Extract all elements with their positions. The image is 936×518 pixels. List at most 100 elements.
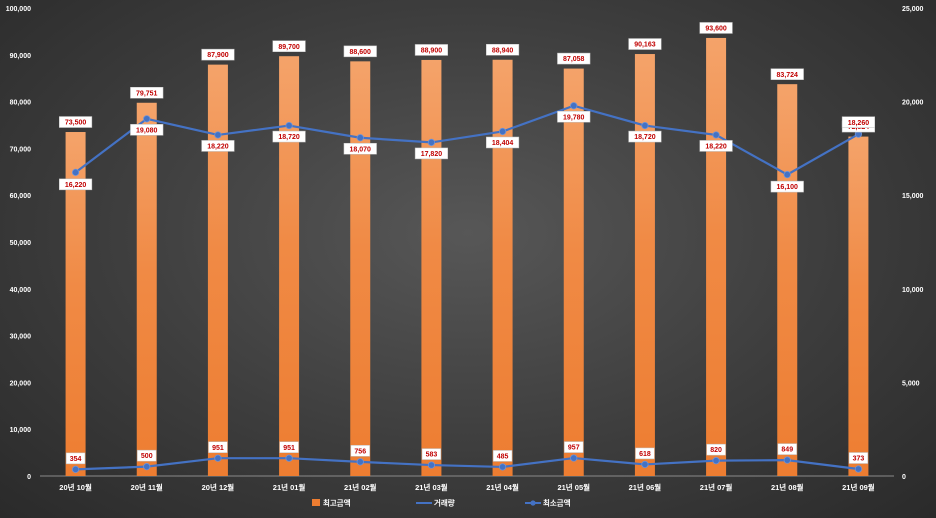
volume-value-label: 951 (212, 445, 224, 452)
legend-label: 최고금액 (323, 498, 351, 508)
min-price-point (71, 168, 80, 176)
volume-value-label: 951 (283, 445, 295, 452)
min-price-point (143, 115, 151, 123)
bar (136, 102, 157, 476)
volume-value-label-box (777, 443, 797, 455)
left-axis-tick-label: 80,000 (10, 100, 32, 107)
volume-value-label-box (65, 452, 86, 465)
bar-value-label: 79,751 (136, 90, 158, 97)
min-price-point (641, 121, 649, 130)
left-axis-tick-label: 60,000 (10, 193, 32, 200)
left-axis-tick-label: 10,000 (10, 427, 32, 434)
volume-value-label: 618 (639, 451, 651, 458)
left-axis-tick-label: 100,000 (6, 6, 31, 13)
left-axis-tick-label: 50,000 (10, 240, 32, 247)
volume-point (783, 456, 791, 464)
min-price-value-label: 18,220 (207, 144, 229, 151)
min-price-value-label: 17,820 (421, 151, 443, 158)
min-price-value-label: 18,720 (278, 134, 300, 141)
min-price-value-label-box (557, 110, 591, 123)
bar-value-label-box (699, 22, 733, 34)
left-axis-tick-label: 40,000 (10, 287, 32, 294)
volume-value-label-box (279, 441, 299, 453)
bar-value-label-box (486, 44, 520, 56)
volume-value-label-box (706, 443, 726, 456)
min-price-value-label-box (272, 130, 306, 143)
min-price-value-label-box (414, 147, 448, 160)
volume-value-label-box (421, 448, 442, 460)
min-price-point (783, 171, 791, 179)
bar-value-label: 83,724 (777, 72, 799, 79)
left-axis-tick-label: 0 (27, 474, 31, 481)
bar-value-label: 88,940 (492, 47, 514, 54)
bar-series-max-price (65, 37, 869, 477)
x-axis-tick-label: 21년 06월 (629, 482, 662, 492)
min-price-value-label: 18,220 (705, 144, 727, 151)
min-price-point (214, 131, 222, 139)
volume-point (356, 458, 364, 466)
bar-value-label-box (201, 48, 235, 61)
volume-point (285, 454, 293, 462)
x-axis-tick-label: 20년 10월 (59, 482, 92, 492)
min-price-point (285, 121, 293, 130)
min-price-point (356, 134, 364, 142)
volume-value-label-box (492, 450, 513, 462)
right-axis-tick-label: 25,000 (902, 6, 924, 13)
left-axis-tick-label: 30,000 (10, 334, 32, 341)
x-axis-tick-label: 21년 02월 (344, 482, 377, 492)
volume-value-label: 756 (354, 448, 366, 455)
min-price-value-label: 18,404 (492, 140, 514, 147)
min-price-value-label-box (699, 140, 733, 152)
volume-point (71, 465, 80, 473)
min-price-point (712, 131, 720, 139)
min-price-point (427, 138, 436, 147)
volume-value-label: 583 (426, 452, 438, 459)
min-price-value-label: 19,080 (136, 127, 158, 134)
bar (65, 132, 86, 476)
x-axis-tick-label: 21년 09월 (842, 482, 875, 492)
min-price-value-label-box (59, 178, 93, 191)
bar-value-label-box (343, 45, 377, 58)
volume-point (854, 465, 863, 473)
volume-value-label-box (137, 449, 157, 462)
bar-value-label: 87,058 (563, 56, 585, 63)
volume-value-label-box (635, 447, 655, 460)
bar (279, 56, 300, 476)
bar-value-label: 73,500 (65, 120, 87, 127)
min-price-value-label-box (770, 180, 804, 193)
volume-value-label-box (564, 441, 584, 453)
bar-value-label: 90,163 (634, 42, 656, 49)
x-axis-tick-labels: 20년 10월 20년 11월 20년 12월 21년 01월 21년 02월 21년 0… (59, 482, 875, 492)
volume-value-label: 957 (568, 445, 580, 452)
legend: 최고금액 거래량 최소금액 (312, 498, 571, 508)
bar-value-label-box (130, 87, 164, 99)
x-axis-tick-label: 21년 03월 (415, 482, 448, 492)
min-price-value-label-box (841, 116, 875, 128)
x-axis-tick-label: 20년 11월 (131, 482, 163, 492)
bar-value-label-box (414, 44, 448, 56)
volume-value-label: 820 (710, 447, 722, 454)
right-y-axis: 0 5,000 10,000 15,000 20,000 25,000 (902, 6, 924, 481)
volume-point (498, 463, 507, 471)
bar (492, 59, 513, 476)
bar (563, 68, 584, 477)
left-axis-tick-label: 70,000 (10, 146, 32, 153)
bar (848, 136, 869, 476)
min-price-point (570, 102, 578, 110)
min-price-value-label-box (130, 124, 164, 136)
bar (350, 61, 371, 477)
volume-point (427, 461, 436, 469)
right-axis-tick-label: 15,000 (902, 193, 924, 200)
min-price-value-label: 19,780 (563, 114, 585, 121)
volume-point (214, 454, 222, 462)
x-axis-tick-label: 21년 08월 (771, 482, 804, 492)
data-labels: 73,500 79,751 87,900 89,700 88,600 88,900 88,9… (59, 22, 875, 465)
min-price-line (74, 104, 859, 176)
right-axis-tick-label: 10,000 (902, 287, 924, 294)
legend-swatch-bar (312, 499, 320, 506)
bar-value-label: 87,900 (207, 52, 229, 59)
bar-value-label-box (59, 116, 93, 128)
bar (634, 54, 655, 476)
volume-value-label: 849 (781, 447, 793, 454)
x-axis-tick-label: 21년 07월 (700, 482, 733, 492)
